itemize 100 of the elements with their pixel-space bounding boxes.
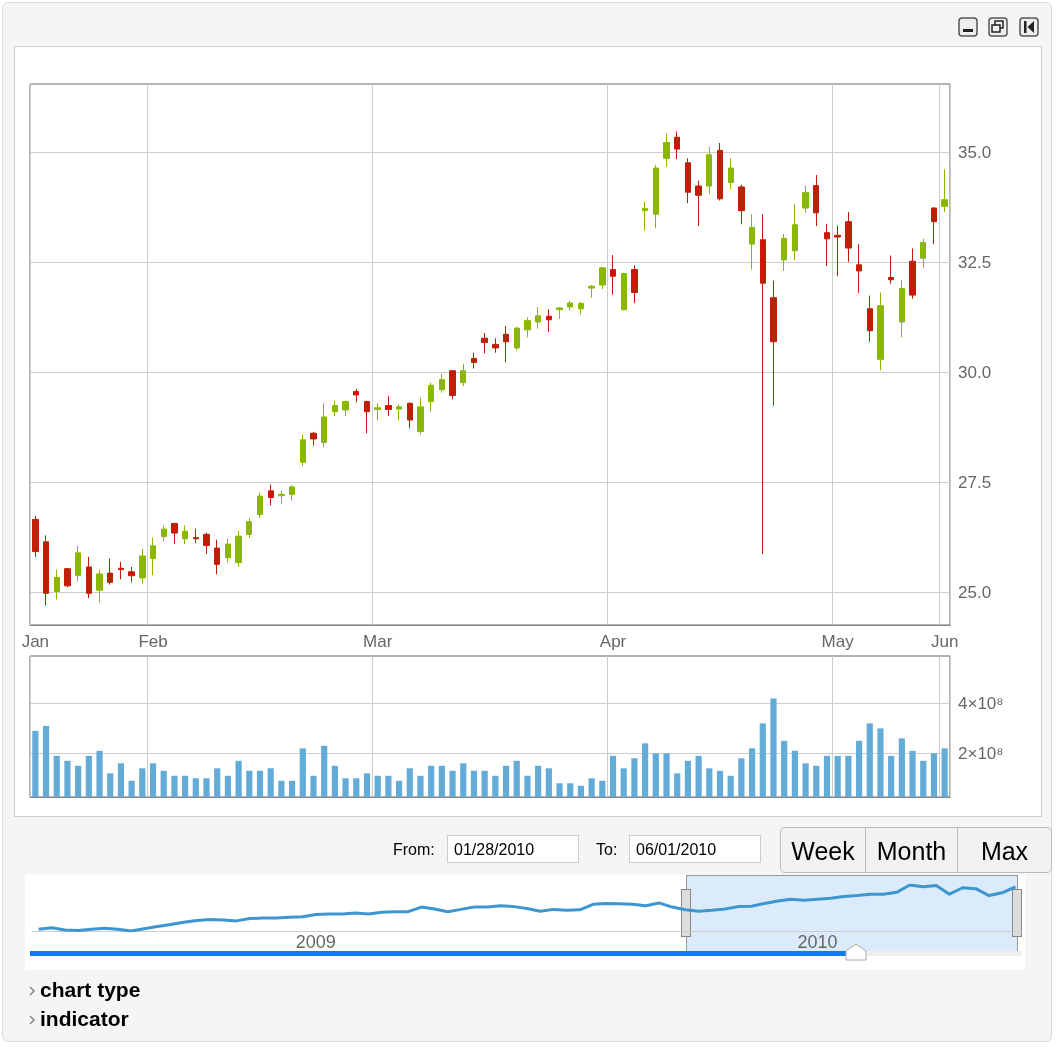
candlestick: [193, 528, 199, 544]
candlestick: [567, 300, 573, 312]
candlestick: [535, 306, 541, 330]
date-field: 01/28/2010: [447, 835, 579, 863]
candlestick: [599, 266, 606, 290]
candlestick: [578, 301, 584, 315]
candlestick: [257, 492, 263, 519]
candlestick: [546, 308, 552, 333]
candlestick: [374, 402, 381, 421]
candlestick: [342, 400, 349, 417]
candlestick: [353, 388, 359, 403]
text: chart type: [40, 978, 141, 1002]
candlestick: [856, 243, 862, 294]
candlestick: [792, 203, 798, 261]
candlestick: [385, 395, 392, 417]
candlestick: [481, 332, 488, 354]
candlestick: [524, 316, 531, 338]
candlestick: [888, 255, 894, 285]
candlestick: [396, 403, 402, 421]
text: From:: [393, 841, 435, 859]
candlestick: [364, 400, 370, 434]
candlestick: [86, 556, 92, 599]
candlestick: [32, 515, 39, 558]
y-tick-label: 2×10⁸: [958, 743, 1004, 763]
x-tick-label: Mar: [363, 632, 393, 651]
candlestick: [321, 402, 327, 448]
candlestick: [920, 238, 926, 269]
candlestick: [54, 569, 60, 600]
candlestick: [834, 225, 841, 277]
y-tick-label: 30.0: [958, 362, 992, 382]
candlestick: [310, 431, 317, 447]
candlestick: [770, 280, 777, 407]
candlestick: [278, 490, 285, 505]
x-tick-label: 2009: [295, 932, 336, 952]
candlestick: [717, 142, 723, 202]
x-tick-label: 2010: [797, 932, 838, 952]
candlestick: [941, 168, 948, 213]
text: Max: [957, 827, 1052, 873]
candlestick: [268, 484, 274, 506]
candlestick: [64, 567, 71, 588]
candlestick: [503, 325, 509, 363]
candlestick: [760, 213, 766, 555]
candlestick: [674, 131, 680, 160]
x-tick-label: Jan: [21, 632, 50, 651]
candlestick: [642, 201, 648, 231]
candlestick: [685, 157, 691, 204]
candlestick: [492, 337, 499, 354]
candlestick: [203, 532, 210, 555]
candlestick: [235, 530, 242, 568]
candlestick: [781, 233, 787, 272]
candlestick: [161, 525, 167, 542]
candlestick: [631, 264, 638, 304]
candlestick: [289, 484, 295, 502]
y-tick-label: 25.0: [958, 582, 992, 602]
candlestick: [621, 272, 627, 312]
candlestick: [749, 213, 755, 271]
candlestick: [300, 434, 306, 467]
text: indicator: [40, 1007, 129, 1031]
candlestick: [728, 157, 734, 190]
candlestick: [118, 561, 124, 580]
y-tick-label: 27.5: [958, 472, 992, 492]
x-tick-label: Apr: [599, 632, 627, 651]
candlestick: [845, 211, 852, 263]
text: Month: [865, 827, 958, 873]
candlestick: [43, 534, 49, 606]
candlestick: [417, 397, 424, 436]
x-tick-label: Jun: [930, 632, 959, 651]
candlestick: [460, 363, 466, 387]
candlestick: [428, 382, 434, 413]
candlestick: [802, 185, 809, 214]
candlestick: [514, 326, 520, 352]
candlestick: [867, 295, 873, 343]
candlestick: [449, 369, 456, 400]
text: Week: [780, 827, 866, 873]
candlestick: [182, 524, 188, 545]
candlestick: [706, 146, 712, 195]
candlestick: [824, 223, 830, 267]
text: To:: [596, 841, 618, 859]
candlestick: [128, 566, 135, 583]
candlestick: [909, 248, 916, 300]
y-tick-label: 32.5: [958, 252, 992, 272]
candlestick: [96, 569, 103, 604]
x-tick-label: Feb: [138, 632, 168, 651]
candlestick: [813, 174, 819, 227]
candlestick: [556, 306, 563, 320]
candlestick: [653, 164, 659, 229]
candlestick: [107, 558, 113, 586]
candlestick: [471, 352, 477, 370]
candlestick: [246, 517, 252, 539]
candlestick: [439, 373, 445, 394]
candlestick: [407, 401, 413, 429]
candlestick: [139, 548, 146, 585]
candlestick: [150, 536, 156, 576]
candlestick: [75, 545, 81, 582]
y-tick-label: 35.0: [958, 142, 992, 162]
candlestick: [931, 206, 937, 245]
candlestick: [899, 279, 905, 338]
candlestick: [738, 184, 745, 225]
candlestick: [663, 133, 670, 168]
candlestick: [214, 539, 220, 575]
